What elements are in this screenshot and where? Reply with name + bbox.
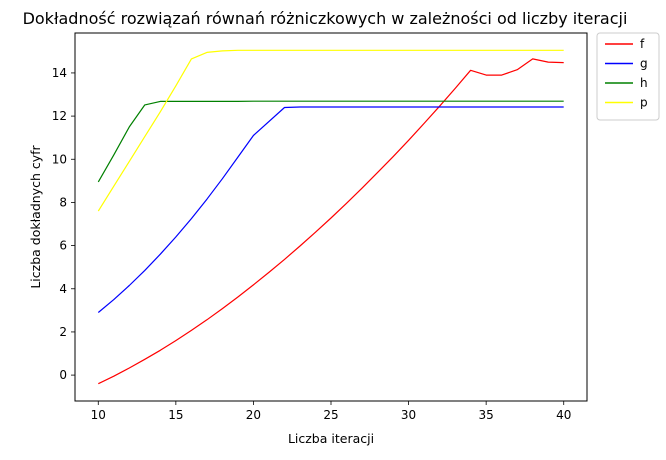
- y-tick-label: 0: [59, 368, 67, 382]
- y-tick-label: 14: [52, 66, 67, 80]
- y-axis-label: Liczba dokładnych cyfr: [28, 144, 43, 288]
- x-tick-label: 25: [323, 408, 338, 422]
- series-line-p: [97, 49, 564, 212]
- legend-label-p: p: [640, 96, 648, 110]
- x-tick-label: 10: [91, 408, 106, 422]
- y-tick-label: 12: [52, 109, 67, 123]
- legend-frame: [596, 32, 660, 121]
- plot-area: 10 15 20 25 30 35 40 0 2 4 6 8 10 12 14: [52, 32, 588, 422]
- series-line-h: [97, 100, 564, 183]
- y-tick-label: 10: [52, 152, 67, 166]
- x-tick-label: 15: [168, 408, 183, 422]
- series-line-f: [98, 58, 564, 385]
- y-tick-label: 2: [59, 325, 67, 339]
- legend-label-h: h: [640, 76, 648, 90]
- y-tick-label: 8: [59, 195, 67, 209]
- plot-frame: [74, 32, 588, 402]
- x-tick-label: 30: [401, 408, 416, 422]
- x-axis-ticks: 10 15 20 25 30 35 40: [91, 401, 571, 422]
- y-tick-label: 4: [59, 282, 67, 296]
- legend-label-g: g: [640, 57, 648, 71]
- chart-title: Dokładność rozwiązań równań różniczkowyc…: [23, 9, 628, 28]
- x-axis-label: Liczba iteracji: [288, 431, 374, 446]
- series-line-g: [97, 106, 564, 313]
- x-tick-label: 40: [556, 408, 571, 422]
- x-tick-label: 35: [479, 408, 494, 422]
- y-tick-label: 6: [59, 239, 67, 253]
- legend-label-f: f: [640, 37, 645, 51]
- y-axis-ticks: 0 2 4 6 8 10 12 14: [52, 66, 75, 382]
- x-tick-label: 20: [246, 408, 261, 422]
- series-layer: [97, 49, 564, 385]
